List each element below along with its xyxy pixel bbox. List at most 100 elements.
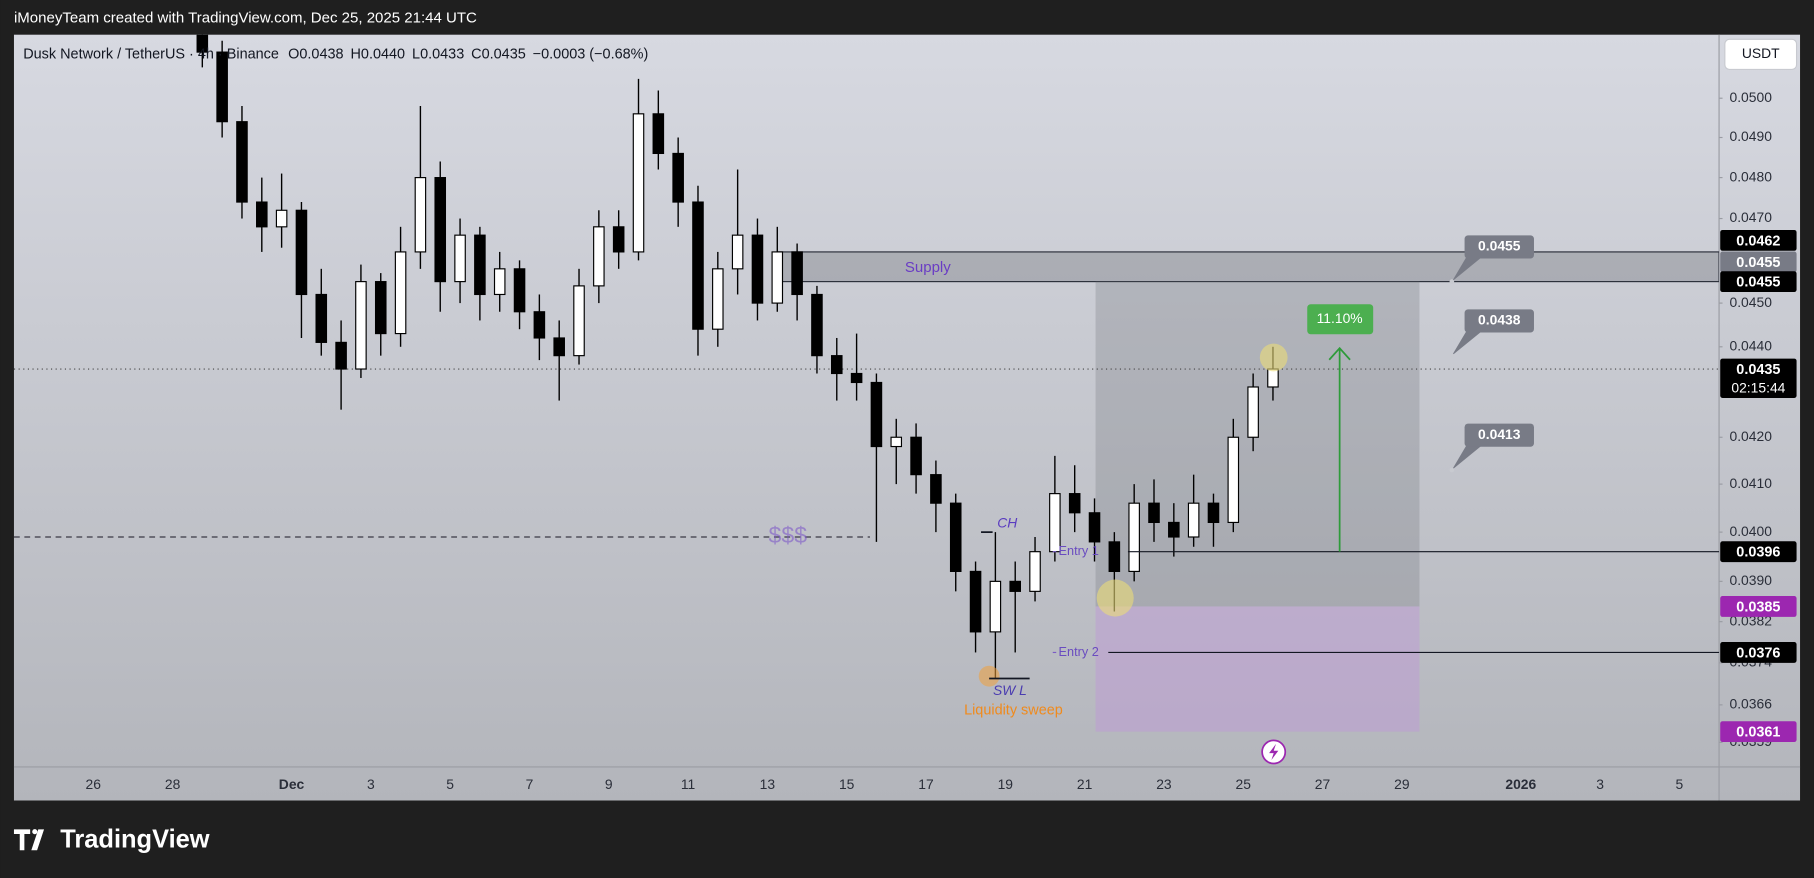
gain-badge [1307,304,1374,335]
price-label: 0.0376 [1736,645,1780,661]
callout-box [1464,423,1534,447]
ohlc-change: −0.0003 (−0.68%) [533,46,649,62]
sweep-label: Liquidity sweep [964,703,1063,719]
x-tick-label: 3 [1596,776,1604,792]
price-label-box [1720,541,1797,563]
alert-bolt[interactable] [1269,743,1279,761]
candle-body [1128,502,1140,572]
x-tick-label: 2026 [1505,776,1536,792]
x-tick-label: Dec [279,776,305,792]
price-highlight [1259,343,1288,372]
candle-body [1267,368,1279,388]
currency-label[interactable]: USDT [1742,45,1780,61]
x-tick-label: 26 [86,776,102,792]
x-tick-label: 5 [446,776,454,792]
candle-body [692,201,704,330]
candle-body [275,209,288,228]
candle-body [930,474,942,504]
callout-anchor [1449,467,1455,473]
candle-body [394,251,407,335]
alert-icon[interactable] [1261,739,1287,765]
candle-body [533,311,546,339]
candle-body [672,152,684,203]
candle-body [712,268,724,330]
y-tick-label: 0.0366 [1729,696,1772,712]
candle-body [850,372,863,384]
candle-body [374,281,387,335]
y-tick-label: 0.0400 [1729,523,1772,539]
callout-label: 0.0455 [1478,238,1521,254]
candle-body [1029,551,1041,592]
candle-body [474,234,486,296]
y-tick-label: 0.0450 [1729,294,1772,310]
price-label: 0.0396 [1736,545,1780,561]
candle-body [830,355,843,375]
callout-anchor [1449,353,1455,358]
candle-body [553,337,565,357]
overlay: 0.0500 0.0490 0.0480 0.0470 0.0450 0.0440 0.04… [86,89,1797,792]
price-label: 0.0455 [1736,255,1780,271]
x-tick-label: 5 [1676,776,1684,792]
candle-body [236,121,248,203]
price-label-box [1720,721,1797,743]
price-label-box [1720,229,1797,251]
x-tick-label: 27 [1315,776,1331,792]
credit: iMoneyTeam created with TradingView.com,… [14,9,477,26]
callout-anchor [1449,279,1455,284]
candle-body [454,234,466,283]
brand-name: TradingView [60,826,210,854]
y-tick-label: 0.0480 [1729,168,1772,184]
candle-body [1108,541,1121,572]
candle-body [791,251,803,296]
price-label-box [1720,251,1797,273]
callout-label: 0.0413 [1478,426,1521,442]
candle-body [652,113,665,155]
candle-body [870,381,883,448]
gain-arrowhead [1328,346,1351,361]
x-tick-label: 21 [1077,776,1093,792]
y-tick-label: 0.0440 [1729,337,1772,353]
x-tick-label: 23 [1156,776,1172,792]
plot-area [13,34,1720,732]
supply-zone [776,251,1720,283]
candle-body [295,209,308,296]
symbol-title: Dusk Network / TetherUS · 4h · Binance [23,46,279,62]
x-tick-label: 13 [760,776,776,792]
candle-body [1207,502,1220,524]
candle-body [315,293,328,343]
candle-body [493,268,506,296]
currency-button[interactable] [1724,38,1798,70]
candle-body [1088,512,1101,543]
stop-zone [1095,606,1420,732]
callout-box [1464,309,1534,333]
gain-label: 11.10% [1317,310,1363,326]
candle-body [1227,436,1240,524]
candle-body [1168,521,1180,538]
candle-body [196,34,209,53]
y-tick-label: 0.0410 [1729,475,1772,491]
legend-row: Dusk Network / TetherUS · 4h · Binance O0… [23,46,648,62]
x-tick-label: 28 [165,776,181,792]
candle-body [949,502,962,572]
ohlc-open: O0.0438 [288,46,343,62]
x-tick-label: 9 [605,776,613,792]
x-tick-label: 11 [681,776,696,792]
x-tick-label: 7 [526,776,534,792]
candle-body [1247,386,1259,438]
liquidity-label: $$$ [769,522,808,548]
candle-body [989,580,1002,633]
y-tick-label: 0.0470 [1729,209,1772,225]
candle-body [335,341,347,370]
price-label: 0.0455 [1736,275,1780,291]
sweep-marker [978,665,1000,687]
candle-body [890,436,903,448]
candle-body [1187,502,1200,538]
candle-body [355,281,367,370]
chart-panel [13,34,1801,801]
x-tick-label: 15 [839,776,855,792]
candle-body [256,201,268,228]
x-tick-label: 25 [1236,776,1252,792]
price-label-box [1720,596,1797,617]
candle-body [434,177,447,283]
price-label: 0.0462 [1736,233,1780,249]
